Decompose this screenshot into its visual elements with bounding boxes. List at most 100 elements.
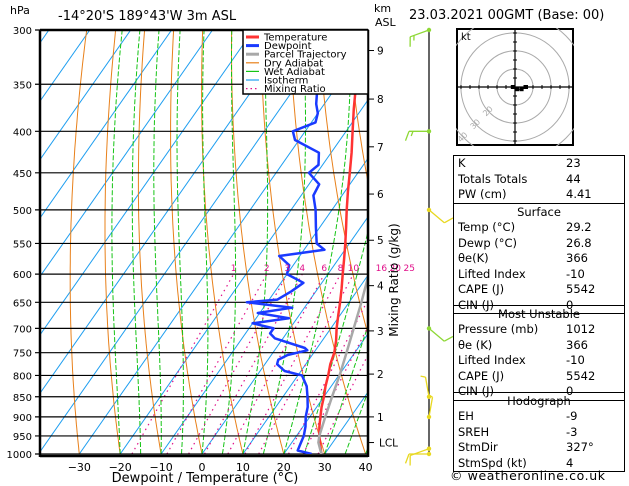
km-tick-label: 6 — [377, 189, 384, 201]
surface-row: CAPE (J) 5542 — [454, 282, 624, 298]
row-value: -10 — [566, 353, 585, 367]
surface-row: Lifted Index -10 — [454, 267, 624, 283]
surface-row: Temp (°C) 29.2 — [454, 220, 624, 236]
mixing-ratio-line — [188, 273, 288, 454]
pressure-tick-label: 650 — [13, 298, 32, 309]
index-value: 23 — [566, 156, 581, 170]
mixing-ratio-label: 4 — [299, 264, 305, 274]
mixing-ratio-label: 3 — [284, 264, 290, 274]
mixing-ratio-label: 20 — [389, 264, 401, 274]
row-value: -10 — [566, 266, 585, 281]
wind-barb-flag — [410, 131, 414, 137]
row-label: Pressure (mb) — [458, 322, 539, 336]
wind-barb-shaft — [409, 448, 430, 457]
hodograph-row: StmDir 327° — [454, 440, 624, 456]
row-value: 26.8 — [566, 235, 592, 250]
legend-label: Wet Adiabat — [264, 67, 325, 78]
hodograph-row: SREH -3 — [454, 425, 624, 441]
km-tick-label: 7 — [377, 142, 384, 154]
pressure-tick-label: 300 — [13, 26, 32, 37]
isotherm-line — [201, 215, 368, 454]
pressure-tick-label: 500 — [13, 206, 32, 217]
index-value: 4.41 — [566, 187, 592, 201]
row-label: CAPE (J) — [458, 282, 505, 296]
isotherm-line — [283, 332, 368, 454]
row-label: Temp (°C) — [458, 220, 516, 234]
dry-adiabat-line — [69, 30, 88, 454]
pressure-tick-label: 700 — [13, 324, 32, 335]
wind-barb-shaft — [428, 327, 445, 342]
wind-barb-shaft — [409, 29, 430, 38]
row-value: 1012 — [566, 322, 596, 336]
legend-box — [242, 29, 369, 95]
most-unstable-row: θe (K) 366 — [454, 338, 624, 354]
wet-adiabat-line — [153, 30, 162, 454]
hodograph-table: Hodograph EH -9 SREH -3 StmDir 327° StmSpd … — [453, 392, 625, 472]
isotherm-line — [40, 30, 336, 453]
temperature-tick-label: 0 — [199, 461, 206, 474]
copyright-link[interactable]: © weatheronline.co.uk — [450, 468, 606, 483]
temperature-tick-label: −20 — [109, 461, 132, 474]
wind-barb-flag — [404, 453, 410, 464]
hodograph-point — [515, 87, 520, 92]
legend-label: Parcel Trajectory — [264, 50, 347, 61]
pressure-tick-label: 350 — [13, 80, 32, 91]
legend-label: Temperature — [263, 33, 327, 44]
row-label: CAPE (J) — [458, 368, 505, 383]
wind-barb-flag — [420, 375, 426, 378]
mixing-ratio-label: 6 — [321, 264, 327, 274]
pressure-tick-label: 1000 — [7, 450, 32, 461]
km-tick-label: 2 — [377, 369, 384, 381]
pressure-tick-label: 400 — [13, 127, 32, 138]
row-value: 5542 — [566, 282, 596, 296]
row-value: 29.2 — [566, 220, 592, 234]
wet-adiabat-line — [344, 390, 368, 454]
dry-adiabat-line — [137, 30, 162, 454]
row-label: CIN (J) — [458, 297, 495, 312]
hodograph-row: EH -9 — [454, 409, 624, 425]
isotherm-line — [242, 274, 368, 454]
mixing-ratio-label: 2 — [264, 264, 270, 274]
row-label: StmDir — [458, 440, 498, 454]
isotherm-line — [160, 157, 368, 454]
temperature-tick-label: −30 — [68, 461, 91, 474]
temperature-tick-label: 20 — [277, 461, 291, 474]
mixing-ratio-label: 8 — [338, 264, 344, 274]
pressure-tick-label: 900 — [13, 413, 32, 424]
row-label: Dewp (°C) — [458, 235, 518, 250]
most-unstable-row: Lifted Index -10 — [454, 353, 624, 369]
indices-table: K 23 Totals Totals 44 PW (cm) 4.41 — [453, 155, 625, 204]
km-tick-label: 5 — [377, 235, 384, 247]
km-tick-label: 3 — [377, 326, 384, 338]
legend-label: Isotherm — [264, 76, 308, 87]
temperature-tick-label: −10 — [149, 461, 172, 474]
km-tick-label: 8 — [377, 94, 384, 106]
mixing-ratio-label: 16 — [376, 264, 388, 274]
isotherm-line — [40, 30, 132, 161]
index-label: Totals Totals — [458, 171, 528, 186]
temperature-tick-label: 40 — [359, 461, 373, 474]
row-label: EH — [458, 409, 474, 423]
pressure-tick-label: 450 — [13, 169, 32, 180]
wet-adiabat-line — [111, 30, 123, 454]
hodograph-point — [510, 85, 515, 89]
pressure-tick-label: 550 — [13, 239, 32, 250]
mixing-ratio-line — [131, 273, 235, 454]
row-value: 4 — [566, 455, 574, 470]
temperature-profile — [318, 30, 360, 454]
dry-adiabat-line — [201, 30, 244, 454]
row-value: 5542 — [566, 368, 596, 383]
dewpoint-profile — [245, 30, 326, 454]
surface-row: CIN (J) 0 — [454, 298, 624, 314]
row-value: 0 — [566, 297, 574, 312]
height-unit-km: km — [374, 2, 392, 15]
row-label: Lifted Index — [458, 353, 526, 367]
row-value: -9 — [566, 409, 578, 423]
most-unstable-table: Most Unstable Pressure (mb) 1012 θe (K) 36… — [453, 305, 625, 401]
km-tick-label: 9 — [377, 46, 384, 58]
index-row-pw: PW (cm) 4.41 — [454, 187, 624, 203]
hodograph-row: StmSpd (kt) 4 — [454, 456, 624, 472]
temperature-tick-label: 10 — [236, 461, 250, 474]
lcl-label: LCL — [379, 438, 398, 450]
